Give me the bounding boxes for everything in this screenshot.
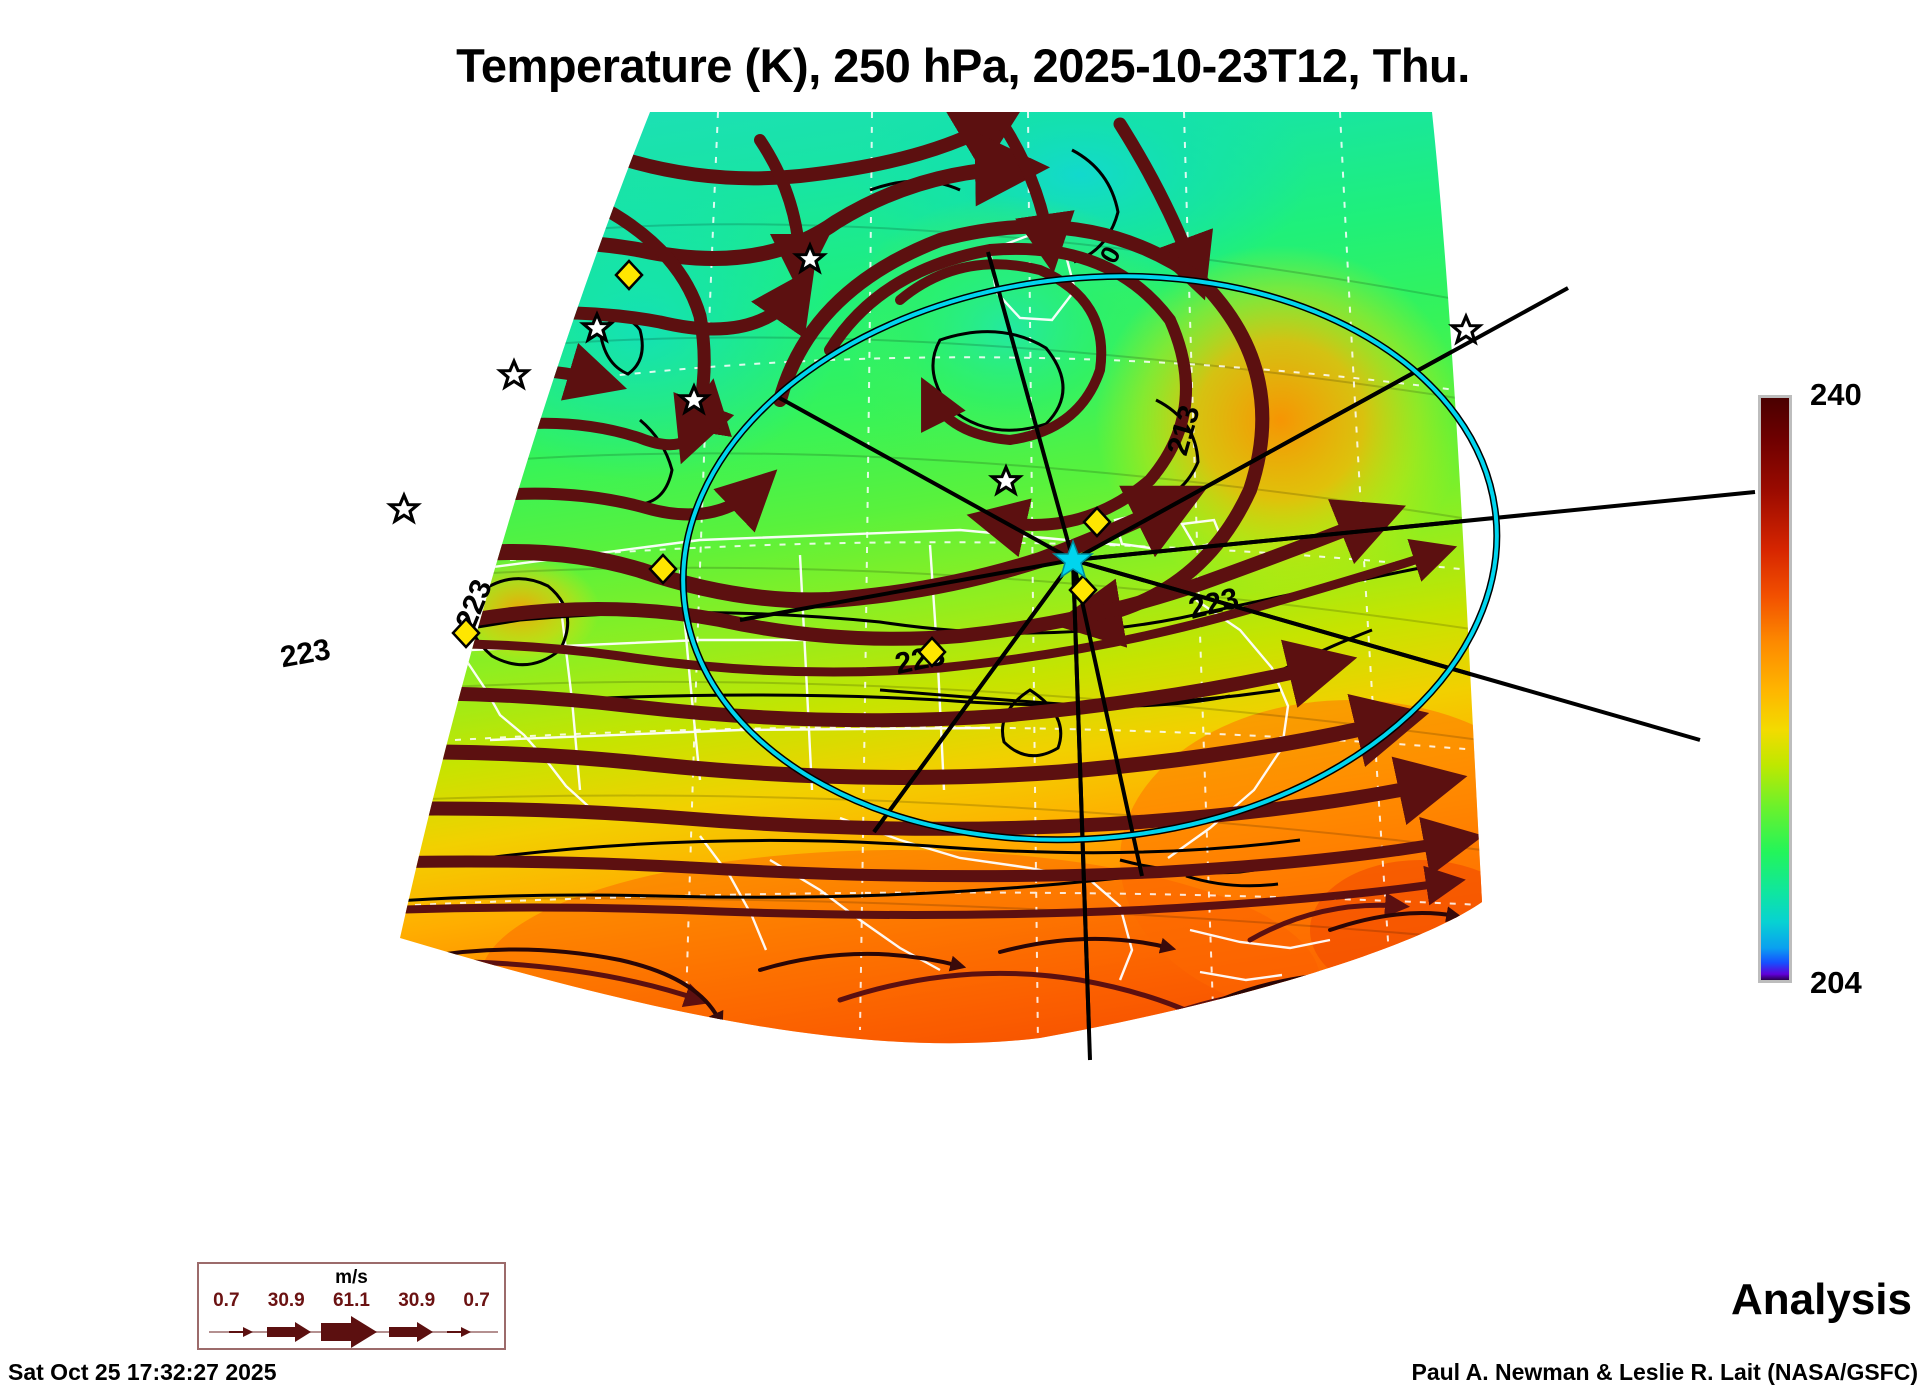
wind-legend-value: 0.7 [463, 1290, 490, 1311]
wind-legend-units: m/s [335, 1267, 368, 1288]
wind-legend-value: 0.7 [213, 1290, 240, 1311]
diamond-marker[interactable] [648, 553, 678, 585]
wind-legend-value: 30.9 [267, 1290, 305, 1311]
star-marker[interactable] [579, 310, 615, 344]
diamond-marker[interactable] [614, 259, 644, 291]
diamond-marker[interactable] [1082, 506, 1112, 538]
wind-legend-value: 30.9 [398, 1290, 436, 1311]
star-marker[interactable] [792, 241, 828, 275]
star-marker[interactable] [496, 357, 532, 391]
generation-timestamp: Sat Oct 25 17:32:27 2025 [8, 1359, 277, 1385]
wind-speed-legend: m/s 0.7 30.9 61.1 30.9 0.7 [197, 1262, 506, 1350]
map-body [400, 112, 1482, 1044]
contour-label: 223 [278, 633, 333, 674]
colorbar-min-label: 204 [1810, 965, 1862, 1000]
colorbar-gradient [1761, 398, 1789, 980]
diamond-marker[interactable] [1068, 574, 1098, 606]
flight-tracks-extended[interactable] [872, 286, 1756, 1061]
station-markers-yellow[interactable] [451, 259, 1112, 668]
colorbar: 240 204 [1758, 377, 1918, 1000]
wind-legend-value: 61.1 [332, 1290, 370, 1311]
analysis-label: Analysis [1731, 1275, 1912, 1324]
star-marker[interactable] [1448, 312, 1484, 346]
star-marker[interactable] [676, 382, 712, 416]
star-marker[interactable] [988, 463, 1024, 497]
polar-vortex-edge-circle [679, 272, 1501, 844]
diamond-marker[interactable] [917, 636, 947, 668]
wind-legend-arrow-scale [209, 1316, 498, 1348]
page-title: Temperature (K), 250 hPa, 2025-10-23T12,… [456, 39, 1470, 92]
colorbar-max-label: 240 [1810, 377, 1862, 412]
author-credit: Paul A. Newman & Leslie R. Lait (NASA/GS… [1411, 1359, 1918, 1385]
wind-legend-values: 0.7 30.9 61.1 30.9 0.7 [199, 1290, 504, 1312]
vortex-center-marker[interactable] [1051, 538, 1095, 579]
station-markers-white[interactable] [386, 241, 1484, 525]
star-marker[interactable] [386, 491, 422, 525]
warm-core-south [480, 850, 1320, 1044]
hot-core-southeast [1310, 860, 1482, 1000]
diamond-marker[interactable] [451, 617, 481, 649]
colorbar-bar [1758, 395, 1792, 983]
